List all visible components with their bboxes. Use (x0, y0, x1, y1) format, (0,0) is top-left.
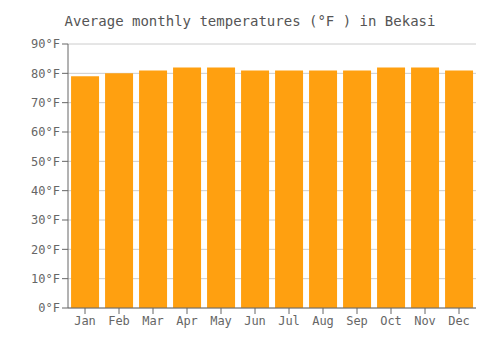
svg-text:Nov: Nov (414, 314, 436, 328)
svg-text:Sep: Sep (346, 314, 368, 328)
svg-text:Feb: Feb (108, 314, 130, 328)
svg-text:0°F: 0°F (38, 301, 60, 315)
svg-text:70°F: 70°F (31, 96, 60, 110)
svg-text:Mar: Mar (142, 314, 164, 328)
svg-text:Jul: Jul (278, 314, 300, 328)
svg-text:30°F: 30°F (31, 213, 60, 227)
svg-text:50°F: 50°F (31, 155, 60, 169)
svg-text:Dec: Dec (448, 314, 470, 328)
svg-text:60°F: 60°F (31, 125, 60, 139)
svg-text:Jun: Jun (244, 314, 266, 328)
svg-text:80°F: 80°F (31, 67, 60, 81)
svg-text:20°F: 20°F (31, 243, 60, 257)
svg-text:Apr: Apr (176, 314, 198, 328)
svg-text:10°F: 10°F (31, 272, 60, 286)
svg-text:Jan: Jan (74, 314, 96, 328)
html-text:Average monthly temperatures (: Average monthly temperatures (°F ) in Be… (64, 13, 436, 29)
svg-text:Aug: Aug (312, 314, 334, 328)
svg-text:Oct: Oct (380, 314, 402, 328)
svg-text:May: May (210, 314, 232, 328)
svg-text:40°F: 40°F (31, 184, 60, 198)
svg-text:90°F: 90°F (31, 37, 60, 51)
